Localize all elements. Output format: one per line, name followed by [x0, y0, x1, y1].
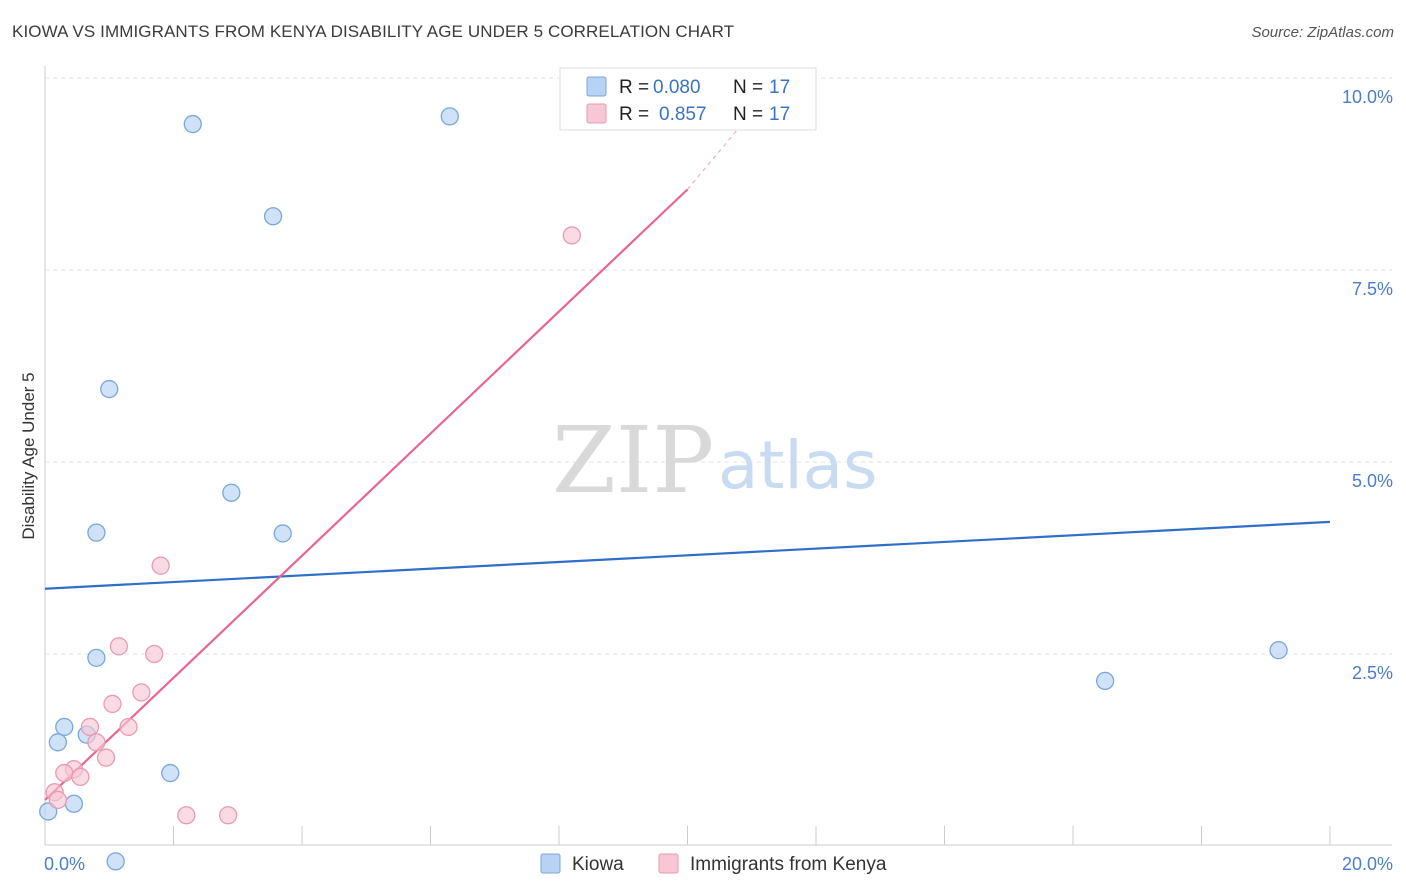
- point-1-9: [96, 748, 116, 767]
- point-0-5: [87, 523, 106, 542]
- y-tick-label-0: 2.5%: [1352, 663, 1393, 683]
- x-tick-label-1: 20.0%: [1342, 854, 1393, 874]
- point-1-0: [562, 226, 581, 245]
- point-0-4: [222, 483, 241, 502]
- watermark: ZIP atlas: [552, 407, 878, 514]
- chart-title: KIOWA VS IMMIGRANTS FROM KENYA DISABILIT…: [12, 22, 735, 41]
- x-tick-label-0: 0.0%: [44, 854, 85, 874]
- point-1-5: [103, 694, 122, 714]
- gridlines: [45, 77, 1392, 655]
- point-0-6: [273, 524, 292, 543]
- point-1-14: [48, 790, 67, 810]
- bottom-legend-label-kenya: Immigrants from Kenya: [690, 854, 887, 875]
- x-tick-labels: 0.0% 20.0%: [44, 854, 1393, 874]
- point-1-8: [87, 733, 106, 752]
- point-1-7: [119, 717, 138, 737]
- legend-r-value-kenya: 0.857: [659, 104, 707, 125]
- legend-n-value-kenya: 17: [769, 104, 790, 125]
- trend-line-1: [44, 188, 689, 801]
- y-axis-label: Disability Age Under 5: [19, 372, 38, 539]
- point-0-7: [87, 648, 106, 667]
- legend-r-label-kiowa: R =: [619, 77, 649, 98]
- legend-n-label-kiowa: N =: [733, 77, 763, 98]
- trend-line-0: [44, 520, 1331, 590]
- legend-r-label-kenya: R =: [619, 104, 649, 125]
- point-0-13: [161, 763, 180, 783]
- y-tick-label-3: 10.0%: [1342, 87, 1393, 107]
- point-0-14: [64, 794, 84, 813]
- bottom-legend: Kiowa Immigrants from Kenya: [540, 853, 887, 875]
- legend-n-label-kenya: N =: [733, 104, 763, 125]
- legend-r-value-kiowa: 0.080: [653, 77, 701, 98]
- point-0-9: [1095, 671, 1115, 691]
- point-1-12: [71, 767, 90, 787]
- point-0-16: [106, 852, 125, 871]
- point-0-1: [440, 107, 459, 126]
- bottom-legend-label-kiowa: Kiowa: [572, 854, 624, 875]
- point-1-1: [151, 556, 170, 575]
- legend-n-value-kiowa: 17: [769, 77, 790, 98]
- point-0-8: [1269, 641, 1288, 660]
- point-0-2: [263, 207, 283, 226]
- point-0-12: [48, 733, 67, 752]
- y-tick-label-1: 5.0%: [1352, 471, 1393, 491]
- bottom-legend-swatch-kenya: [658, 853, 679, 874]
- watermark-atlas: atlas: [718, 427, 878, 504]
- point-1-2: [109, 637, 129, 656]
- y-tick-labels: 2.5% 5.0% 7.5% 10.0%: [1342, 87, 1393, 683]
- bottom-legend-swatch-kiowa: [540, 853, 561, 874]
- data-points: [39, 107, 1288, 871]
- legend-swatch-kenya: [586, 103, 607, 124]
- point-0-0: [183, 114, 202, 134]
- point-0-3: [100, 379, 119, 399]
- trend-lines: [44, 127, 1331, 801]
- point-0-10: [55, 717, 74, 737]
- source-label: Source: ZipAtlas.com: [1251, 24, 1394, 41]
- point-1-4: [132, 683, 151, 702]
- point-1-15: [177, 806, 196, 825]
- trend-line-extension-1: [687, 127, 740, 190]
- point-1-6: [80, 717, 100, 737]
- y-tick-label-2: 7.5%: [1352, 279, 1393, 299]
- axes: [44, 66, 1392, 846]
- legend: R = 0.080 N = 17 R = 0.857 N = 17: [559, 67, 817, 131]
- legend-swatch-kiowa: [586, 76, 607, 97]
- point-1-3: [145, 644, 164, 664]
- point-1-11: [55, 763, 74, 783]
- point-1-16: [218, 806, 238, 825]
- watermark-zip: ZIP: [552, 407, 714, 514]
